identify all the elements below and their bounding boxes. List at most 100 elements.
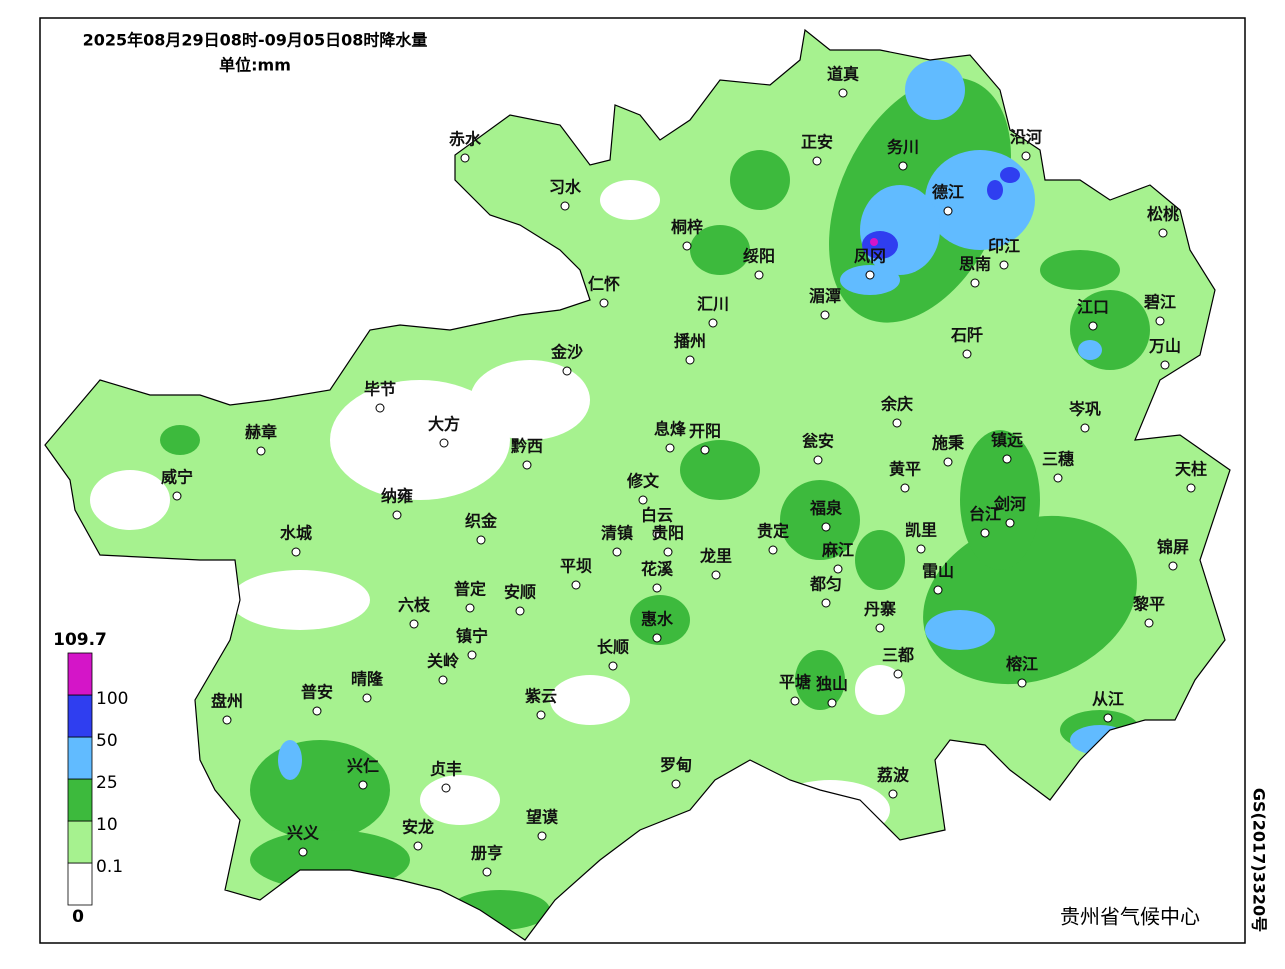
map-title: 2025年08月29日08时-09月05日08时降水量	[83, 31, 428, 50]
city-marker	[482, 867, 492, 877]
moderate-rain-area	[250, 740, 390, 840]
city-marker	[362, 693, 372, 703]
city-label: 平坝	[560, 557, 592, 576]
city-label: 安顺	[504, 583, 536, 602]
heavy-rain-area	[1078, 340, 1102, 360]
dry-area	[230, 570, 370, 630]
city-label: 万山	[1148, 337, 1181, 356]
city-label: 普定	[454, 580, 486, 599]
city-label: 大方	[428, 415, 460, 434]
city-label: 黎平	[1133, 595, 1165, 614]
city-marker	[999, 260, 1009, 270]
city-marker	[612, 547, 622, 557]
city-marker	[438, 675, 448, 685]
city-label: 播州	[674, 332, 706, 351]
city-marker	[465, 603, 475, 613]
city-marker	[1021, 151, 1031, 161]
city-label: 凤冈	[854, 247, 886, 266]
city-marker	[943, 457, 953, 467]
dry-area	[855, 665, 905, 715]
city-label: 册亨	[471, 844, 503, 863]
city-label: 威宁	[161, 468, 193, 487]
city-label: 凯里	[905, 521, 937, 540]
city-marker	[1168, 561, 1178, 571]
legend-max-label: 109.7	[53, 630, 107, 650]
dry-area	[550, 675, 630, 725]
city-marker	[1160, 360, 1170, 370]
city-label: 黄平	[889, 460, 921, 479]
moderate-rain-area	[855, 530, 905, 590]
city-marker	[638, 495, 648, 505]
approval-number: GS(2017)3320号	[1250, 788, 1269, 932]
city-label: 锦屏	[1157, 538, 1189, 557]
moderate-rain-area	[680, 440, 760, 500]
dry-area	[600, 180, 660, 220]
city-label: 都匀	[809, 575, 842, 594]
city-marker	[599, 298, 609, 308]
city-marker	[522, 460, 532, 470]
city-marker	[700, 445, 710, 455]
city-label: 施秉	[932, 434, 965, 453]
city-label: 仁怀	[588, 275, 620, 294]
city-marker	[970, 278, 980, 288]
city-marker	[358, 780, 368, 790]
city-marker	[671, 779, 681, 789]
city-label: 龙里	[699, 547, 732, 566]
moderate-rain-area	[1040, 250, 1120, 290]
city-label: 紫云	[525, 687, 557, 706]
city-label: 晴隆	[351, 670, 384, 689]
city-marker	[515, 606, 525, 616]
moderate-rain-area	[780, 480, 860, 560]
dry-area	[420, 775, 500, 825]
city-marker	[1155, 316, 1165, 326]
city-label: 印江	[988, 237, 1020, 256]
city-label: 织金	[465, 512, 498, 531]
city-label: 独山	[816, 675, 848, 694]
city-marker	[537, 831, 547, 841]
city-marker	[560, 201, 570, 211]
city-label: 望谟	[526, 808, 559, 827]
city-label: 赤水	[449, 130, 482, 149]
moderate-rain-area	[160, 425, 200, 455]
legend-swatch	[67, 820, 93, 864]
legend-label: 10	[96, 815, 118, 835]
heavy-rain-area	[905, 60, 965, 120]
dry-area	[90, 470, 170, 530]
city-marker	[652, 583, 662, 593]
city-marker	[821, 522, 831, 532]
city-marker	[562, 366, 572, 376]
city-marker	[665, 443, 675, 453]
city-marker	[652, 633, 662, 643]
city-marker	[375, 403, 385, 413]
city-marker	[865, 270, 875, 280]
city-marker	[1002, 454, 1012, 464]
legend-label: 0.1	[96, 857, 123, 877]
agency-label: 贵州省气候中心	[1060, 905, 1200, 929]
city-label: 赫章	[245, 423, 277, 442]
city-label: 桐梓	[671, 218, 703, 237]
city-label: 清镇	[601, 524, 633, 543]
city-marker	[256, 446, 266, 456]
city-label: 剑河	[993, 495, 1026, 514]
city-marker	[838, 88, 848, 98]
city-label: 贵阳	[652, 524, 684, 543]
city-marker	[790, 696, 800, 706]
city-label: 碧江	[1143, 293, 1176, 312]
city-label: 安龙	[402, 818, 434, 837]
city-label: 金沙	[550, 343, 583, 362]
city-marker	[754, 270, 764, 280]
city-marker	[708, 318, 718, 328]
city-label: 汇川	[697, 295, 729, 314]
city-marker	[1005, 518, 1015, 528]
city-marker	[943, 206, 953, 216]
legend-swatch	[67, 736, 93, 780]
moderate-rain-area	[795, 650, 845, 710]
city-marker	[298, 847, 308, 857]
very-heavy-rain-area	[1000, 167, 1020, 183]
city-marker	[608, 661, 618, 671]
legend-swatch	[67, 652, 93, 696]
moderate-rain-area	[630, 595, 690, 645]
city-label: 贵定	[757, 522, 789, 541]
city-marker	[663, 547, 673, 557]
